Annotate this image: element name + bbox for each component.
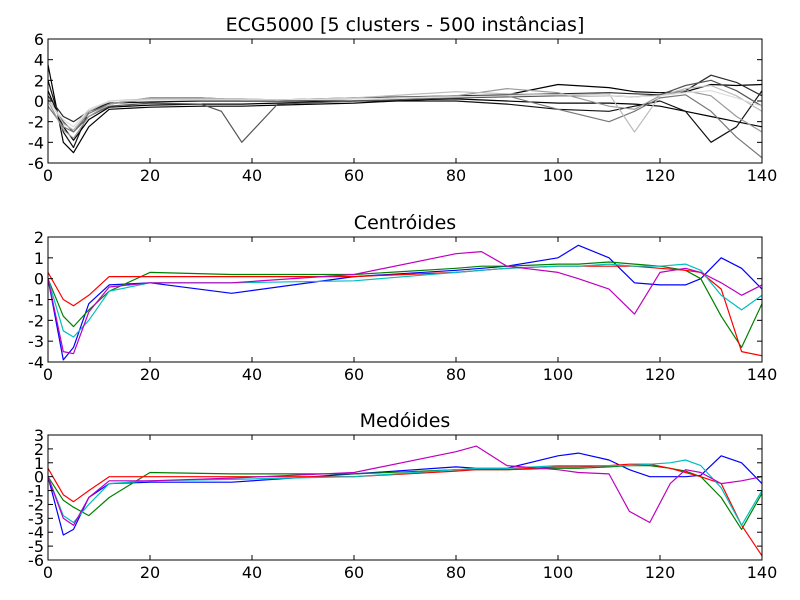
series-line-5 xyxy=(48,251,762,355)
x-tick-label: 60 xyxy=(344,365,364,384)
y-tick-label: 6 xyxy=(34,30,44,49)
y-tick-label: -3 xyxy=(28,509,44,528)
x-tick-label: 120 xyxy=(645,365,676,384)
x-tick-label: 0 xyxy=(43,563,53,582)
x-tick-label: 100 xyxy=(543,365,574,384)
chart-title: Centróides xyxy=(354,212,456,234)
x-tick-label: 100 xyxy=(543,166,574,185)
chart-title: Medóides xyxy=(360,410,451,432)
x-tick-label: 100 xyxy=(543,563,574,582)
y-tick-label: 0 xyxy=(34,270,44,289)
y-tick-label: -4 xyxy=(28,133,44,152)
x-tick-label: 120 xyxy=(645,563,676,582)
y-tick-label: 2 xyxy=(34,228,44,247)
series-line-3 xyxy=(48,463,762,557)
y-tick-label: 0 xyxy=(34,468,44,487)
x-tick-label: 80 xyxy=(446,365,466,384)
y-tick-label: -5 xyxy=(28,537,44,556)
x-tick-label: 40 xyxy=(242,365,262,384)
chart-panel-1: 0 20 40 60 80 100 120 140 -6 -4-2 0 24 6 ECG5000 [5 c… xyxy=(28,14,777,185)
x-tick-label: 60 xyxy=(344,563,364,582)
y-tick-label: -6 xyxy=(28,154,44,173)
series-line-4 xyxy=(48,263,762,338)
series-line-5 xyxy=(48,445,762,526)
chart-panel-2: 0 20 40 60 80 100 120 140 -4 -3 -2-1 0 1 2 Centróides xyxy=(28,212,777,384)
x-tick-label: 40 xyxy=(242,563,262,582)
y-tick-label: -4 xyxy=(28,353,44,372)
y-tick-label: -2 xyxy=(28,311,44,330)
y-tick-label: 2 xyxy=(34,71,44,90)
x-tick-label: 20 xyxy=(140,166,160,185)
axes-frame xyxy=(47,236,763,363)
axes-frame xyxy=(47,434,763,561)
x-tick-label: 20 xyxy=(140,365,160,384)
y-tick-label: -1 xyxy=(28,291,44,310)
series-line-2 xyxy=(48,465,762,530)
x-tick-label: 60 xyxy=(344,166,364,185)
series-line-5 xyxy=(48,79,762,143)
chart-panel-3: 0 20 40 60 80 100 120 140-6-5-4-3-2-10123Medóid… xyxy=(28,410,777,582)
x-tick-label: 20 xyxy=(140,563,160,582)
x-tick-label: 140 xyxy=(747,365,778,384)
x-tick-label: 0 xyxy=(43,166,53,185)
y-tick-label: -6 xyxy=(28,551,44,570)
y-tick-label: -2 xyxy=(28,113,44,132)
series-line-6 xyxy=(48,94,762,159)
x-tick-label: 80 xyxy=(446,563,466,582)
y-tick-label: -3 xyxy=(28,332,44,351)
series-line-1 xyxy=(48,452,762,536)
y-tick-label: -2 xyxy=(28,495,44,514)
x-tick-label: 80 xyxy=(446,166,466,185)
series-line-1 xyxy=(48,244,762,361)
series-line-3 xyxy=(48,80,762,149)
x-tick-label: 0 xyxy=(43,365,53,384)
y-tick-label: 2 xyxy=(34,440,44,459)
x-tick-label: 140 xyxy=(747,166,778,185)
y-tick-label: 3 xyxy=(34,426,44,445)
x-tick-label: 40 xyxy=(242,166,262,185)
y-tick-label: 4 xyxy=(34,51,44,70)
y-tick-label: 0 xyxy=(34,92,44,111)
y-tick-label: -4 xyxy=(28,523,44,542)
x-tick-label: 140 xyxy=(747,563,778,582)
series-line-9 xyxy=(48,90,762,128)
series-line-8 xyxy=(48,84,762,133)
y-tick-label: 1 xyxy=(34,249,44,268)
chart-title: ECG5000 [5 clusters - 500 instâncias] xyxy=(226,14,585,36)
y-tick-label: -1 xyxy=(28,482,44,501)
x-tick-label: 120 xyxy=(645,166,676,185)
series-line-4 xyxy=(48,459,762,526)
series-line-1 xyxy=(48,64,762,154)
y-tick-label: 1 xyxy=(34,454,44,473)
